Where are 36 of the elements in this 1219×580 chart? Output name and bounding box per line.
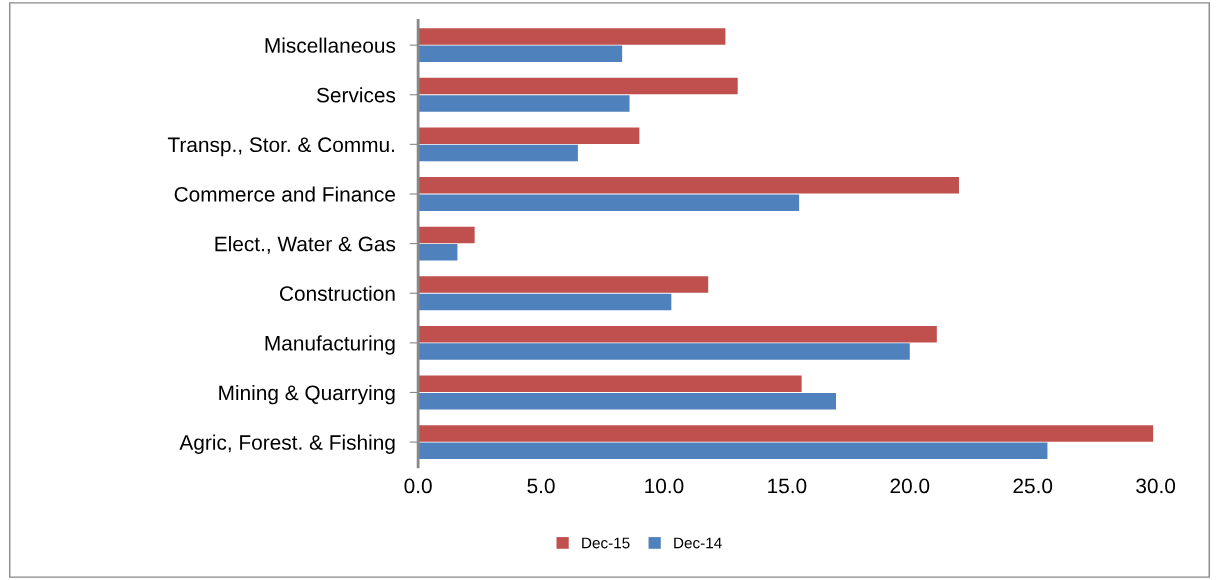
bar <box>418 325 937 343</box>
legend-label: Dec-15 <box>582 537 630 549</box>
y-tick-label: Mining & Quarrying <box>219 384 395 405</box>
bar <box>418 226 475 244</box>
y-tick-label: Transp., Stor. & Commu. <box>167 137 395 157</box>
y-tick-label: Agric, Forest. & Fishing <box>179 434 395 454</box>
bar <box>418 244 458 261</box>
bar <box>418 177 959 194</box>
y-tick-label: Manufacturing <box>265 335 395 355</box>
bar <box>418 343 910 360</box>
y-tick-label: Commerce and Finance <box>174 186 395 202</box>
bar <box>418 144 578 162</box>
bar <box>418 276 709 293</box>
x-tick-label: 25.0 <box>1013 478 1053 494</box>
bar <box>418 28 726 45</box>
bar <box>418 425 1154 442</box>
bar <box>418 77 738 95</box>
x-tick-label: 10.0 <box>645 478 684 494</box>
y-tick-label: Services <box>316 87 396 103</box>
x-tick-label: 20.0 <box>890 478 930 494</box>
bar <box>418 293 672 311</box>
bar <box>418 95 630 112</box>
y-tick-label: Construction <box>280 285 395 301</box>
y-tick-label: Miscellaneous <box>265 37 396 53</box>
bar <box>418 375 802 393</box>
bar <box>418 442 1048 460</box>
x-tick-label: 15.0 <box>768 478 807 494</box>
bar <box>418 392 837 410</box>
bar <box>418 45 623 63</box>
bar <box>418 127 640 144</box>
x-tick-label: 30.0 <box>1136 478 1176 494</box>
legend-label: Dec-14 <box>674 537 722 549</box>
bar <box>418 194 800 211</box>
x-tick-label: 0.0 <box>404 478 432 494</box>
y-tick-label: Elect., Water & Gas <box>215 236 396 254</box>
x-tick-label: 5.0 <box>527 478 555 494</box>
